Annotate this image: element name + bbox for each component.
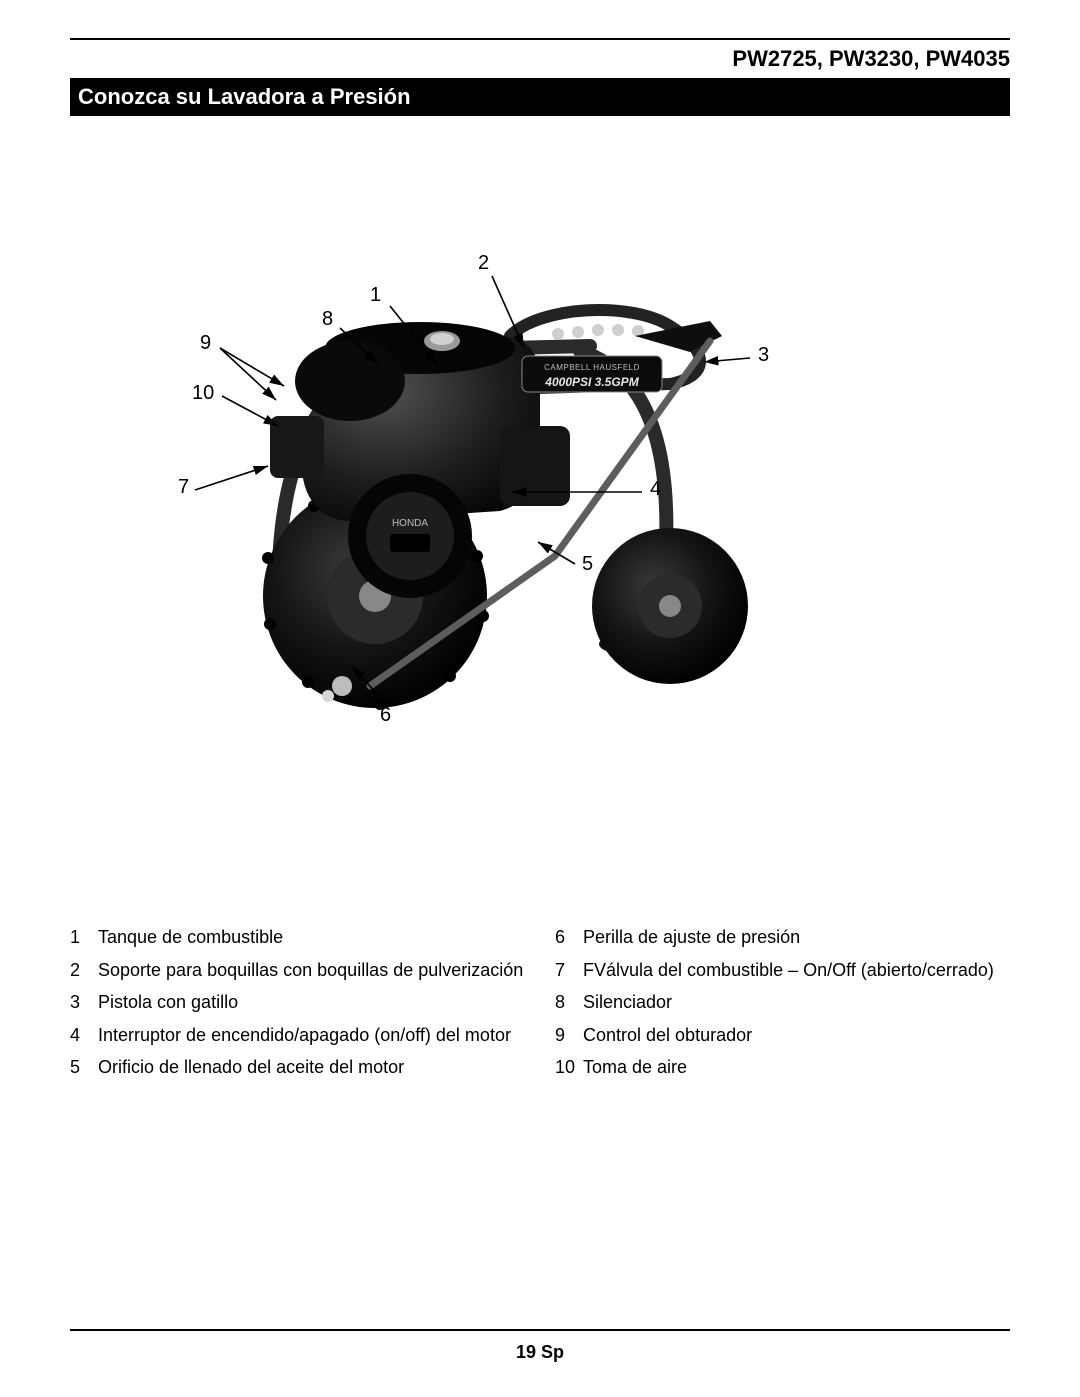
legend-text: Control del obturador [583,1024,1010,1047]
legend-num: 3 [70,991,98,1014]
legend: 1 Tanque de combustible 2 Soporte para b… [70,926,1010,1089]
legend-item: 9 Control del obturador [555,1024,1010,1047]
legend-text: Orificio de llenado del aceite del motor [98,1056,525,1079]
spec-text: 4000PSI 3.5GPM [544,375,639,389]
bottom-rule [70,1329,1010,1331]
legend-col-right: 6 Perilla de ajuste de presión 7 FVálvul… [555,926,1010,1089]
legend-item: 3 Pistola con gatillo [70,991,525,1014]
legend-item: 6 Perilla de ajuste de presión [555,926,1010,949]
legend-item: 7 FVálvula del combustible – On/Off (abi… [555,959,1010,982]
machine-illustration: HONDA CAMPBELL HAUSFELD 4000PSI 3.5GPM [70,126,1010,886]
callout-1: 1 [370,284,381,307]
legend-text: Pistola con gatillo [98,991,525,1014]
legend-num: 6 [555,926,583,949]
legend-item: 1 Tanque de combustible [70,926,525,949]
legend-text: Soporte para boquillas con boquillas de … [98,959,525,982]
legend-num: 5 [70,1056,98,1079]
legend-item: 5 Orificio de llenado del aceite del mot… [70,1056,525,1079]
legend-col-left: 1 Tanque de combustible 2 Soporte para b… [70,926,525,1089]
legend-text: Toma de aire [583,1056,1010,1079]
legend-item: 4 Interruptor de encendido/apagado (on/o… [70,1024,525,1047]
manual-page: PW2725, PW3230, PW4035 Conozca su Lavado… [0,0,1080,1397]
callout-4: 4 [650,478,661,501]
legend-num: 2 [70,959,98,982]
legend-text: FVálvula del combustible – On/Off (abier… [583,959,1010,982]
legend-num: 1 [70,926,98,949]
legend-num: 7 [555,959,583,982]
callout-6: 6 [380,704,391,727]
legend-item: 8 Silenciador [555,991,1010,1014]
legend-text: Tanque de combustible [98,926,525,949]
engine-brand-text: HONDA [392,518,428,529]
page-number: 19 Sp [0,1342,1080,1363]
legend-num: 4 [70,1024,98,1047]
legend-item: 2 Soporte para boquillas con boquillas d… [70,959,525,982]
callout-3: 3 [758,344,769,367]
legend-text: Silenciador [583,991,1010,1014]
brand-text: CAMPBELL HAUSFELD [544,363,640,372]
top-rule [70,38,1010,40]
legend-num: 10 [555,1056,583,1079]
callout-8: 8 [322,308,333,331]
legend-text: Interruptor de encendido/apagado (on/off… [98,1024,525,1047]
section-title-bar: Conozca su Lavadora a Presión [70,78,1010,116]
callout-2: 2 [478,252,489,275]
legend-num: 8 [555,991,583,1014]
callout-7: 7 [178,476,189,499]
legend-num: 9 [555,1024,583,1047]
legend-text: Perilla de ajuste de presión [583,926,1010,949]
callout-5: 5 [582,553,593,576]
legend-item: 10 Toma de aire [555,1056,1010,1079]
diagram-area: HONDA CAMPBELL HAUSFELD 4000PSI 3.5GPM [70,126,1010,886]
callout-9: 9 [200,332,211,355]
model-numbers: PW2725, PW3230, PW4035 [70,44,1010,78]
callout-10: 10 [192,382,214,405]
